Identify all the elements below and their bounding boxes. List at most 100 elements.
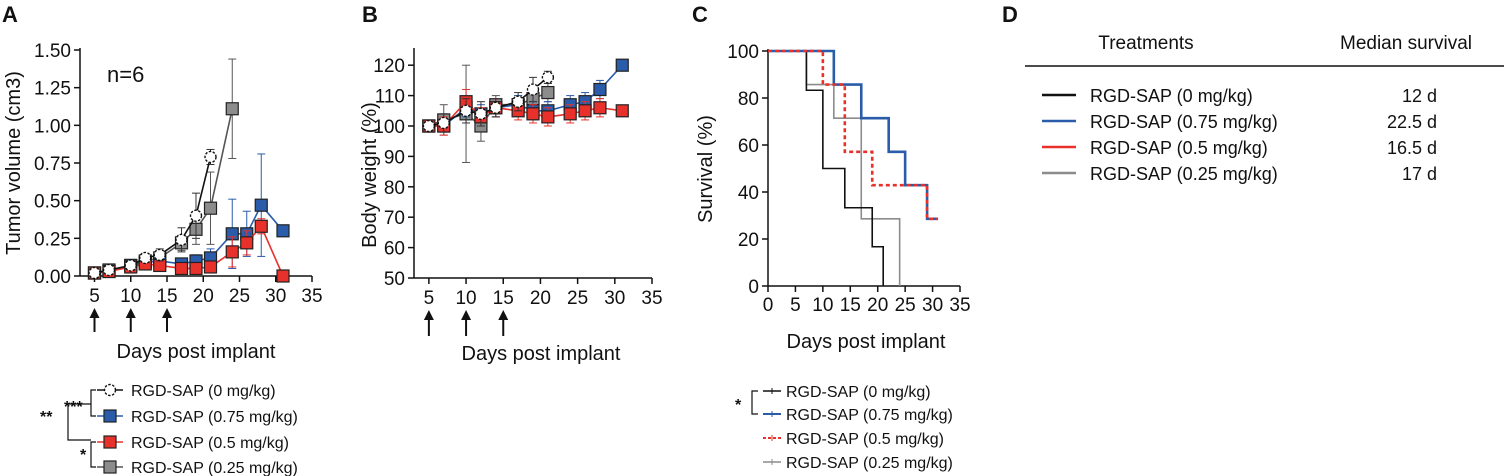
- panel-C-xtick-label: 15: [840, 295, 861, 316]
- legend-A-bracket-outer: [67, 403, 74, 441]
- legend-C-label-2: RGD-SAP (0.5 mg/kg): [786, 431, 944, 448]
- panel-C-ylabel: Survival (%): [695, 115, 717, 223]
- panel-B-xtick-label: 5: [424, 288, 435, 309]
- panel-B-series-0-marker: [459, 104, 473, 118]
- panel-B-xlabel: Days post implant: [462, 343, 621, 365]
- panel-B-xtick-label: 20: [530, 288, 551, 309]
- legend-A-sig-outer: **: [40, 409, 53, 426]
- legend-A-bracket-inner-bottom: [90, 441, 96, 468]
- legend-C-label-1: RGD-SAP (0.75 mg/kg): [786, 407, 953, 424]
- panel-C-ytick-label: 40: [738, 183, 759, 204]
- panel-B-ytick-label: 60: [384, 239, 405, 260]
- panel-B-series-1-marker: [593, 82, 607, 97]
- panel-B-ytick-label: 80: [384, 178, 405, 199]
- panel-C-xtick-label: 30: [922, 295, 943, 316]
- legend-C-bracket: [751, 390, 758, 415]
- panel-A-xtick-label: 10: [120, 286, 141, 307]
- panel-A-xtick-label: 20: [193, 286, 214, 307]
- panel-A-dose-arrow-head: [162, 308, 172, 318]
- panel-A-series-2-marker: [225, 245, 239, 259]
- table-row-0-treatment: RGD-SAP (0 mg/kg): [1090, 86, 1253, 106]
- panel-A-series-0-marker: [102, 263, 116, 277]
- panel-A-annotation: n=6: [107, 62, 144, 87]
- panel-A-series-0-marker: [139, 251, 152, 265]
- legend-A-sig-top: ***: [64, 399, 83, 416]
- panel-letter-A: A: [2, 2, 18, 27]
- legend-A-marker-0: [103, 383, 117, 397]
- legend-C-label-3: RGD-SAP (0.25 mg/kg): [786, 455, 953, 472]
- legend-A-marker-2: [103, 435, 117, 449]
- panel-B-xtick-label: 15: [493, 288, 514, 309]
- panel-B-series-3-marker: [541, 85, 555, 100]
- panel-B-series-0-marker: [474, 107, 488, 121]
- panel-C-xtick-label: 10: [812, 295, 833, 316]
- panel-A-series-2-marker: [203, 260, 218, 274]
- panel-B-dose-arrow-head: [461, 310, 472, 320]
- panel-B-xtick-label: 30: [604, 288, 625, 309]
- panel-B-ytick-label: 100: [373, 117, 405, 138]
- legend-A-bracket-inner-top: [90, 389, 96, 417]
- panel-B-ytick-label: 70: [384, 208, 405, 229]
- legend-C-sig: *: [735, 397, 742, 414]
- panel-A-series-3-line: [94, 108, 234, 274]
- panel-C-ytick-label: 100: [727, 42, 759, 63]
- legend-A-label-0: RGD-SAP (0 mg/kg): [131, 383, 276, 400]
- panel-B-dose-arrow-head: [423, 310, 434, 320]
- panel-A-series-2-marker: [276, 269, 290, 283]
- panel-A-series-1-line: [94, 203, 284, 274]
- panel-B-series-1-marker: [615, 58, 629, 72]
- table-header-median-survival: Median survival: [1340, 33, 1472, 54]
- panel-A-ytick-label: 0.25: [34, 229, 71, 250]
- panel-C-xtick-label: 0: [763, 295, 774, 316]
- panel-C-xtick-label: 20: [867, 295, 888, 316]
- panel-A-series-1-marker: [254, 198, 268, 212]
- panel-B-series-0-marker: [489, 101, 503, 114]
- panel-B-series-0-marker: [541, 71, 555, 84]
- panel-B-xtick-label: 10: [455, 288, 476, 309]
- table-row-1-treatment: RGD-SAP (0.75 mg/kg): [1090, 112, 1278, 132]
- panel-B-dose-arrow-head: [498, 310, 509, 320]
- panel-A-series-2-marker: [240, 236, 254, 250]
- panel-B-ytick-label: 90: [384, 147, 405, 168]
- panel-A-series-3-marker: [225, 102, 239, 116]
- panel-A-ytick-label: 1.25: [34, 79, 71, 100]
- panel-B-series-2-marker: [593, 101, 607, 115]
- panel-A-xlabel: Days post implant: [117, 341, 276, 363]
- panel-A-series-0-marker: [189, 209, 203, 222]
- panel-B-series-0-marker: [526, 83, 540, 96]
- panel-A-series-0-marker: [88, 266, 101, 280]
- legend-C-label-0: RGD-SAP (0 mg/kg): [786, 384, 931, 401]
- panel-B-series-2-marker: [563, 107, 577, 121]
- panel-A-series-3-marker: [203, 201, 218, 215]
- panel-C-ytick-label: 60: [738, 136, 759, 157]
- panel-B-series-0-marker: [422, 119, 436, 133]
- panel-A-ylabel: Tumor volume (cm3): [3, 71, 25, 255]
- panel-B-series-0-marker: [511, 95, 525, 108]
- panel-A-series-2-line: [94, 224, 284, 277]
- panel-C-series-0-survival-curve: [768, 50, 884, 286]
- panel-A-series-0-marker: [124, 259, 137, 272]
- panel-A-series-2-marker: [189, 261, 203, 276]
- legend-A-label-1: RGD-SAP (0.75 mg/kg): [131, 409, 298, 426]
- panel-A-series-0-marker: [153, 248, 166, 262]
- panel-A-ytick-label: 0.50: [34, 192, 71, 213]
- panel-A-ytick-label: 1.50: [34, 41, 71, 62]
- panel-A-xtick-label: 25: [229, 286, 250, 307]
- panel-B-ytick-label: 120: [373, 56, 405, 77]
- legend-A-marker-3: [103, 460, 117, 474]
- table-row-0-median: 12 d: [1402, 86, 1437, 106]
- panel-B-ytick-label: 50: [384, 269, 405, 290]
- legend-A-label-3: RGD-SAP (0.25 mg/kg): [131, 460, 298, 476]
- panel-C-xtick-label: 5: [790, 295, 801, 316]
- panel-C-ytick-label: 0: [748, 277, 759, 298]
- panel-A-series-0-marker: [204, 150, 217, 164]
- panel-C-xtick-label: 35: [949, 295, 970, 316]
- panel-B-series-2-marker: [541, 110, 555, 124]
- panel-B-series-0-marker: [437, 116, 450, 130]
- panel-A-series-2-marker: [174, 261, 189, 276]
- panel-A-ytick-label: 1.00: [34, 116, 71, 137]
- panel-letter-B: B: [362, 2, 378, 27]
- panel-A-xtick-label: 35: [301, 286, 322, 307]
- panel-C-xtick-label: 25: [895, 295, 916, 316]
